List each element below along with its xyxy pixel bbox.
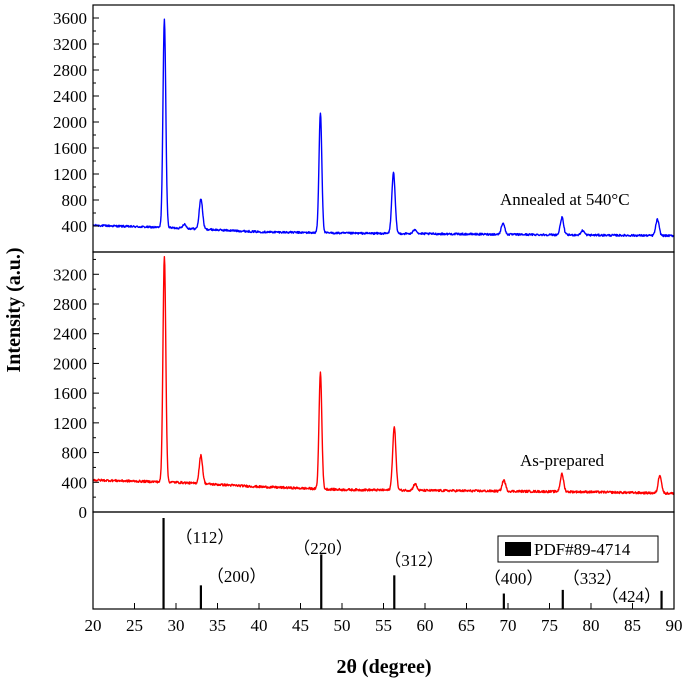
x-axis-title: 2θ (degree) xyxy=(336,656,431,678)
y-tick-label: 400 xyxy=(62,473,88,492)
y-tick-label: 3200 xyxy=(53,35,87,54)
x-tick-label: 45 xyxy=(292,616,309,635)
x-tick-label: 85 xyxy=(624,616,641,635)
y-tick-label: 3600 xyxy=(53,9,87,28)
y-tick-label: 1200 xyxy=(53,165,87,184)
y-axis-title: Intensity (a.u.) xyxy=(3,247,25,372)
x-tick-label: 90 xyxy=(666,616,683,635)
x-tick-label: 70 xyxy=(500,616,517,635)
x-tick-label: 20 xyxy=(85,616,102,635)
x-tick-label: 65 xyxy=(458,616,475,635)
y-tick-label: 2400 xyxy=(53,87,87,106)
y-tick-label: 1600 xyxy=(53,139,87,158)
y-tick-label: 1600 xyxy=(53,384,87,403)
y-tick-label: 2800 xyxy=(53,61,87,80)
hkl-label: （332） xyxy=(563,569,623,588)
y-tick-label: 800 xyxy=(62,191,88,210)
x-tick-label: 30 xyxy=(168,616,185,635)
x-tick-label: 25 xyxy=(126,616,143,635)
x-tick-label: 40 xyxy=(251,616,268,635)
y-tick-label: 800 xyxy=(62,444,88,463)
hkl-label: （112） xyxy=(176,528,235,547)
as-prepared-y-axis: 0 400 800 1200 1600 2000 2400 2800 3200 xyxy=(53,258,99,522)
y-tick-label: 2800 xyxy=(53,295,87,314)
hkl-label: （220） xyxy=(293,539,353,558)
y-tick-label: 0 xyxy=(79,503,88,522)
reference-lines xyxy=(162,518,663,609)
x-tick-label: 50 xyxy=(334,616,351,635)
x-tick-label: 35 xyxy=(209,616,226,635)
x-tick-label: 55 xyxy=(375,616,392,635)
x-tick-label: 75 xyxy=(541,616,558,635)
y-tick-label: 1200 xyxy=(53,414,87,433)
legend-swatch xyxy=(505,542,531,556)
x-axis: 20 25 30 35 40 45 50 55 60 65 70 75 80 85 90 xyxy=(85,603,683,635)
y-tick-label: 2000 xyxy=(53,354,87,373)
y-tick-label: 3200 xyxy=(53,265,87,284)
as-prepared-label: As-prepared xyxy=(520,451,605,470)
hkl-label: （400） xyxy=(484,569,543,588)
as-prepared-trace xyxy=(92,256,675,496)
hkl-label: （424） xyxy=(602,587,662,606)
hkl-label: （200） xyxy=(207,567,267,586)
x-tick-label: 80 xyxy=(583,616,600,635)
y-tick-label: 400 xyxy=(62,217,88,236)
reference-hkl-labels: （112） （200） （220） （312） （400） （332）（424） xyxy=(176,528,662,606)
annealed-trace xyxy=(92,18,675,238)
reference-panel: （112） （200） （220） （312） （400） （332）（424） PDF#… xyxy=(92,511,675,610)
reference-legend: PDF#89-4714 xyxy=(497,535,659,563)
y-tick-label: 2000 xyxy=(53,113,87,132)
annealed-label: Annealed at 540°C xyxy=(500,190,630,209)
hkl-label: （312） xyxy=(384,551,444,570)
annealed-y-axis: 400 800 1200 1600 2000 2400 2800 3200 3600 xyxy=(53,9,99,236)
legend-label: PDF#89-4714 xyxy=(534,540,631,559)
y-tick-label: 2400 xyxy=(53,325,87,344)
x-tick-label: 60 xyxy=(417,616,434,635)
